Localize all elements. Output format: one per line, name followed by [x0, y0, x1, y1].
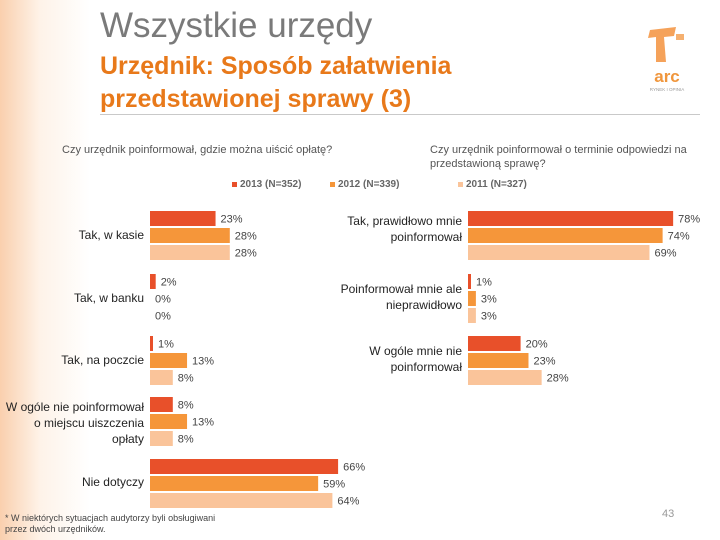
- category-label-nieprawidlowo: Poinformował mnie ale nieprawidłowo: [340, 282, 462, 312]
- value-label-payment-0-2013: 23%: [221, 214, 243, 226]
- bar-payment-3-2011: [150, 431, 173, 446]
- logo-mark: [648, 27, 676, 62]
- chart-title-payment: Czy urzędnik poinformował, gdzie można u…: [62, 144, 333, 156]
- bar-deadline-2-2011: [468, 370, 542, 385]
- value-label-payment-4-2012: 59%: [323, 479, 345, 491]
- bar-payment-0-2012: [150, 228, 230, 243]
- page-number: 43: [662, 508, 675, 520]
- bar-deadline-2-2012: [468, 353, 529, 368]
- bar-deadline-0-2013: [468, 211, 674, 226]
- value-label-payment-2-2011: 8%: [178, 373, 194, 385]
- bar-payment-4-2011: [150, 493, 333, 508]
- value-label-payment-2-2013: 1%: [158, 339, 174, 351]
- logo-text: arc: [654, 67, 680, 86]
- category-label-nie-poinformowal-miejsce: W ogóle nie poinformował o miejscu uiszc…: [5, 400, 144, 446]
- value-label-deadline-0-2013: 78%: [678, 214, 700, 226]
- value-label-payment-2-2012: 13%: [192, 356, 214, 368]
- bar-deadline-1-2012: [468, 291, 476, 306]
- value-label-deadline-2-2012: 23%: [533, 356, 555, 368]
- legend-label-2013: 2013 (N=352): [240, 179, 302, 190]
- category-label-tak-prawidlowo: Tak, prawidłowo mnie poinformował: [347, 214, 462, 244]
- footnote: * W niektórych sytuacjach audytorzy byli…: [5, 513, 216, 534]
- value-label-payment-3-2011: 8%: [178, 434, 194, 446]
- legend-label-2011: 2011 (N=327): [466, 179, 527, 190]
- page-title: Wszystkie urzędy: [100, 6, 373, 45]
- value-label-payment-1-2011: 0%: [155, 311, 171, 323]
- legend-swatch-2012: [330, 182, 335, 187]
- legend-item-2012: 2012 (N=339): [330, 179, 399, 190]
- arc-logo: arc RYNEK I OPINIA: [648, 27, 684, 92]
- value-label-payment-4-2013: 66%: [343, 462, 365, 474]
- bar-payment-2-2012: [150, 353, 188, 368]
- value-label-deadline-2-2013: 20%: [526, 339, 548, 351]
- value-label-deadline-0-2012: 74%: [668, 231, 690, 243]
- legend-swatch-2011: [458, 182, 463, 187]
- value-label-deadline-1-2013: 1%: [476, 277, 492, 289]
- bar-deadline-0-2011: [468, 245, 650, 260]
- legend-item-2011: 2011 (N=327): [458, 179, 527, 190]
- page-subtitle: Urzędnik: Sposób załatwienia przedstawio…: [100, 52, 452, 113]
- bar-payment-0-2011: [150, 245, 230, 260]
- value-label-payment-1-2013: 2%: [161, 277, 177, 289]
- bar-deadline-1-2011: [468, 308, 476, 323]
- value-label-payment-0-2012: 28%: [235, 231, 257, 243]
- bar-payment-1-2013: [150, 274, 156, 289]
- bar-payment-4-2012: [150, 476, 319, 491]
- bar-payment-2-2013: [150, 336, 153, 351]
- bar-deadline-2-2013: [468, 336, 521, 351]
- bar-deadline-1-2013: [468, 274, 471, 289]
- category-label-tak-w-banku: Tak, w banku: [73, 291, 144, 305]
- value-label-payment-0-2011: 28%: [235, 248, 257, 260]
- bar-payment-4-2013: [150, 459, 339, 474]
- category-label-tak-w-kasie: Tak, w kasie: [78, 228, 144, 242]
- value-label-deadline-1-2012: 3%: [481, 294, 497, 306]
- bar-payment-2-2011: [150, 370, 173, 385]
- value-label-payment-3-2013: 8%: [178, 400, 194, 412]
- legend-item-2013: 2013 (N=352): [232, 179, 301, 190]
- value-label-deadline-0-2011: 69%: [654, 248, 676, 260]
- bar-payment-0-2013: [150, 211, 216, 226]
- value-label-payment-4-2011: 64%: [337, 496, 359, 508]
- value-label-payment-1-2012: 0%: [155, 294, 171, 306]
- logo-tagline: RYNEK I OPINIA: [650, 87, 684, 92]
- category-label-tak-na-poczcie: Tak, na poczcie: [61, 353, 144, 367]
- legend-label-2012: 2012 (N=339): [338, 179, 400, 190]
- value-label-deadline-2-2011: 28%: [547, 373, 569, 385]
- legend-swatch-2013: [232, 182, 237, 187]
- chart-title-deadline: Czy urzędnik poinformował o terminie odp…: [430, 144, 687, 170]
- value-label-deadline-1-2011: 3%: [481, 311, 497, 323]
- bar-payment-3-2013: [150, 397, 173, 412]
- bar-payment-3-2012: [150, 414, 188, 429]
- value-label-payment-3-2012: 13%: [192, 417, 214, 429]
- category-label-nie-dotyczy: Nie dotyczy: [81, 475, 144, 489]
- bar-deadline-0-2012: [468, 228, 663, 243]
- category-label-w-ogole-nie: W ogóle mnie nie poinformował: [369, 344, 462, 374]
- title-divider: [100, 114, 700, 115]
